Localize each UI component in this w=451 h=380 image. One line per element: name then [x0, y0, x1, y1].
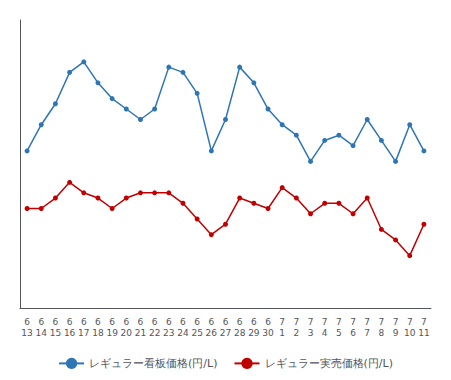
svg-text:19: 19: [106, 328, 118, 338]
svg-text:7: 7: [279, 317, 285, 327]
svg-text:6: 6: [109, 317, 115, 327]
svg-text:6: 6: [152, 317, 158, 327]
svg-text:6: 6: [251, 317, 257, 327]
svg-text:27: 27: [220, 328, 231, 338]
svg-text:7: 7: [336, 317, 342, 327]
svg-text:5: 5: [336, 328, 342, 338]
svg-text:9: 9: [393, 328, 399, 338]
svg-text:レギュラー実売価格(円/L): レギュラー実売価格(円/L): [265, 357, 393, 370]
svg-text:6: 6: [166, 317, 172, 327]
svg-text:7: 7: [350, 317, 356, 327]
svg-text:6: 6: [208, 317, 214, 327]
svg-text:6: 6: [24, 317, 30, 327]
svg-text:7: 7: [322, 317, 328, 327]
svg-text:レギュラー看板価格(円/L): レギュラー看板価格(円/L): [89, 357, 217, 370]
svg-text:4: 4: [322, 328, 328, 338]
svg-text:6: 6: [95, 317, 101, 327]
svg-text:13: 13: [21, 328, 32, 338]
svg-text:28: 28: [234, 328, 246, 338]
svg-text:29: 29: [248, 328, 260, 338]
svg-text:7: 7: [379, 317, 385, 327]
svg-text:7: 7: [308, 317, 314, 327]
svg-text:8: 8: [379, 328, 385, 338]
svg-text:14: 14: [36, 328, 48, 338]
svg-text:6: 6: [194, 317, 200, 327]
svg-text:6: 6: [223, 317, 229, 327]
svg-text:18: 18: [92, 328, 104, 338]
svg-text:7: 7: [293, 317, 299, 327]
svg-text:25: 25: [191, 328, 202, 338]
svg-text:7: 7: [364, 328, 370, 338]
svg-text:6: 6: [67, 317, 73, 327]
svg-text:23: 23: [163, 328, 174, 338]
svg-text:3: 3: [308, 328, 314, 338]
svg-text:22: 22: [149, 328, 160, 338]
svg-text:2: 2: [293, 328, 299, 338]
svg-text:20: 20: [121, 328, 133, 338]
svg-text:10: 10: [404, 328, 416, 338]
svg-text:24: 24: [177, 328, 189, 338]
svg-text:16: 16: [64, 328, 76, 338]
svg-text:7: 7: [364, 317, 370, 327]
svg-text:6: 6: [38, 317, 44, 327]
svg-text:7: 7: [421, 317, 427, 327]
svg-text:17: 17: [78, 328, 89, 338]
svg-text:6: 6: [138, 317, 144, 327]
svg-text:26: 26: [206, 328, 218, 338]
svg-text:7: 7: [407, 317, 413, 327]
svg-text:6: 6: [350, 328, 356, 338]
svg-text:1: 1: [279, 328, 285, 338]
svg-text:21: 21: [135, 328, 146, 338]
svg-text:6: 6: [237, 317, 243, 327]
svg-text:6: 6: [265, 317, 271, 327]
svg-text:6: 6: [123, 317, 129, 327]
svg-text:30: 30: [262, 328, 274, 338]
svg-text:7: 7: [393, 317, 399, 327]
svg-text:6: 6: [81, 317, 87, 327]
svg-text:11: 11: [418, 328, 429, 338]
svg-text:6: 6: [180, 317, 186, 327]
svg-text:6: 6: [53, 317, 59, 327]
svg-text:15: 15: [50, 328, 61, 338]
